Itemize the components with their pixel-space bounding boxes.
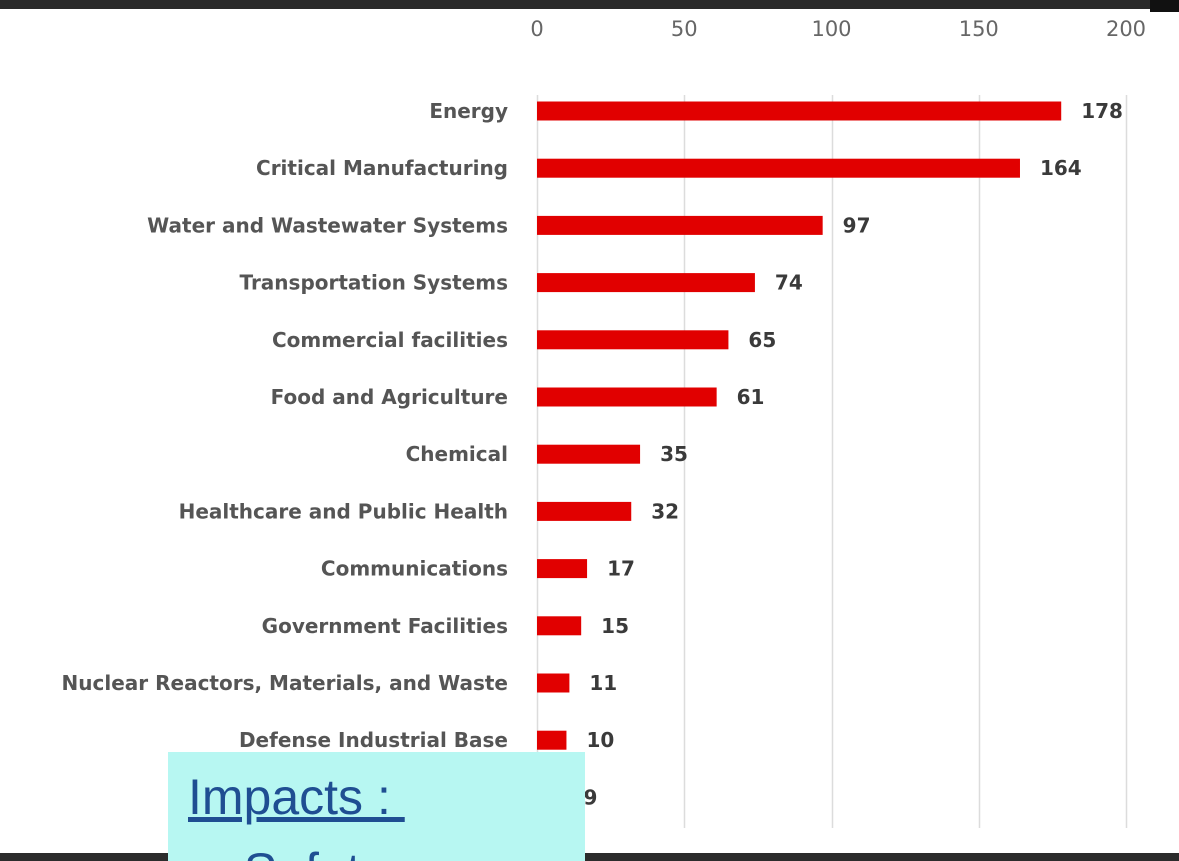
impacts-next-line: ➢ Safety: [188, 846, 386, 861]
value-label: 9: [584, 785, 598, 809]
bar: [537, 101, 1062, 121]
value-label: 15: [601, 614, 629, 638]
value-label: 164: [1040, 156, 1082, 180]
bar: [537, 501, 632, 521]
value-label: 10: [586, 728, 614, 752]
bar: [537, 273, 755, 293]
category-label: Nuclear Reactors, Materials, and Waste: [62, 671, 508, 695]
value-labels: 178 164 97 74 65 61 35 32 17 15 11 10 9: [584, 99, 1123, 809]
value-label: 35: [660, 442, 688, 466]
category-label: Commercial facilities: [272, 328, 508, 352]
x-tick-label: 150: [959, 17, 999, 41]
category-label: Communications: [321, 557, 508, 581]
bar: [537, 215, 823, 235]
bar: [537, 559, 588, 579]
x-axis-ticks: 0 50 100 150 200: [530, 17, 1146, 41]
value-label: 178: [1081, 99, 1123, 123]
bar: [537, 158, 1020, 178]
bar: [537, 730, 567, 750]
category-labels: Energy Critical Manufacturing Water and Wa…: [62, 99, 508, 752]
bars: [537, 101, 1062, 807]
category-label: Defense Industrial Base: [239, 728, 508, 752]
value-label: 97: [843, 213, 871, 237]
category-label: Healthcare and Public Health: [179, 499, 508, 523]
impacts-title: Impacts :: [188, 769, 405, 825]
value-label: 74: [775, 271, 803, 295]
category-label: Critical Manufacturing: [256, 156, 508, 180]
category-label: Food and Agriculture: [271, 385, 508, 409]
value-label: 61: [737, 385, 765, 409]
value-label: 65: [748, 328, 776, 352]
category-label: Energy: [429, 99, 508, 123]
bar: [537, 330, 729, 350]
category-label: Government Facilities: [262, 614, 508, 638]
bar: [537, 444, 641, 464]
bar: [537, 387, 717, 407]
category-label: Transportation Systems: [240, 271, 509, 295]
bar: [537, 673, 570, 693]
value-label: 17: [607, 557, 635, 581]
impacts-callout-box: Impacts : ➢ Safety: [168, 752, 585, 861]
x-tick-label: 200: [1106, 17, 1146, 41]
bar: [537, 616, 582, 636]
category-label: Chemical: [406, 442, 508, 466]
top-right-dark-corner: [1150, 0, 1179, 12]
x-tick-label: 0: [530, 17, 543, 41]
value-label: 11: [589, 671, 617, 695]
category-label: Water and Wastewater Systems: [147, 213, 508, 237]
bottom-dark-band: [0, 853, 1179, 861]
x-tick-label: 100: [811, 17, 851, 41]
value-label: 32: [651, 499, 679, 523]
top-cropped-text-band: [0, 0, 1150, 9]
x-tick-label: 50: [671, 17, 698, 41]
